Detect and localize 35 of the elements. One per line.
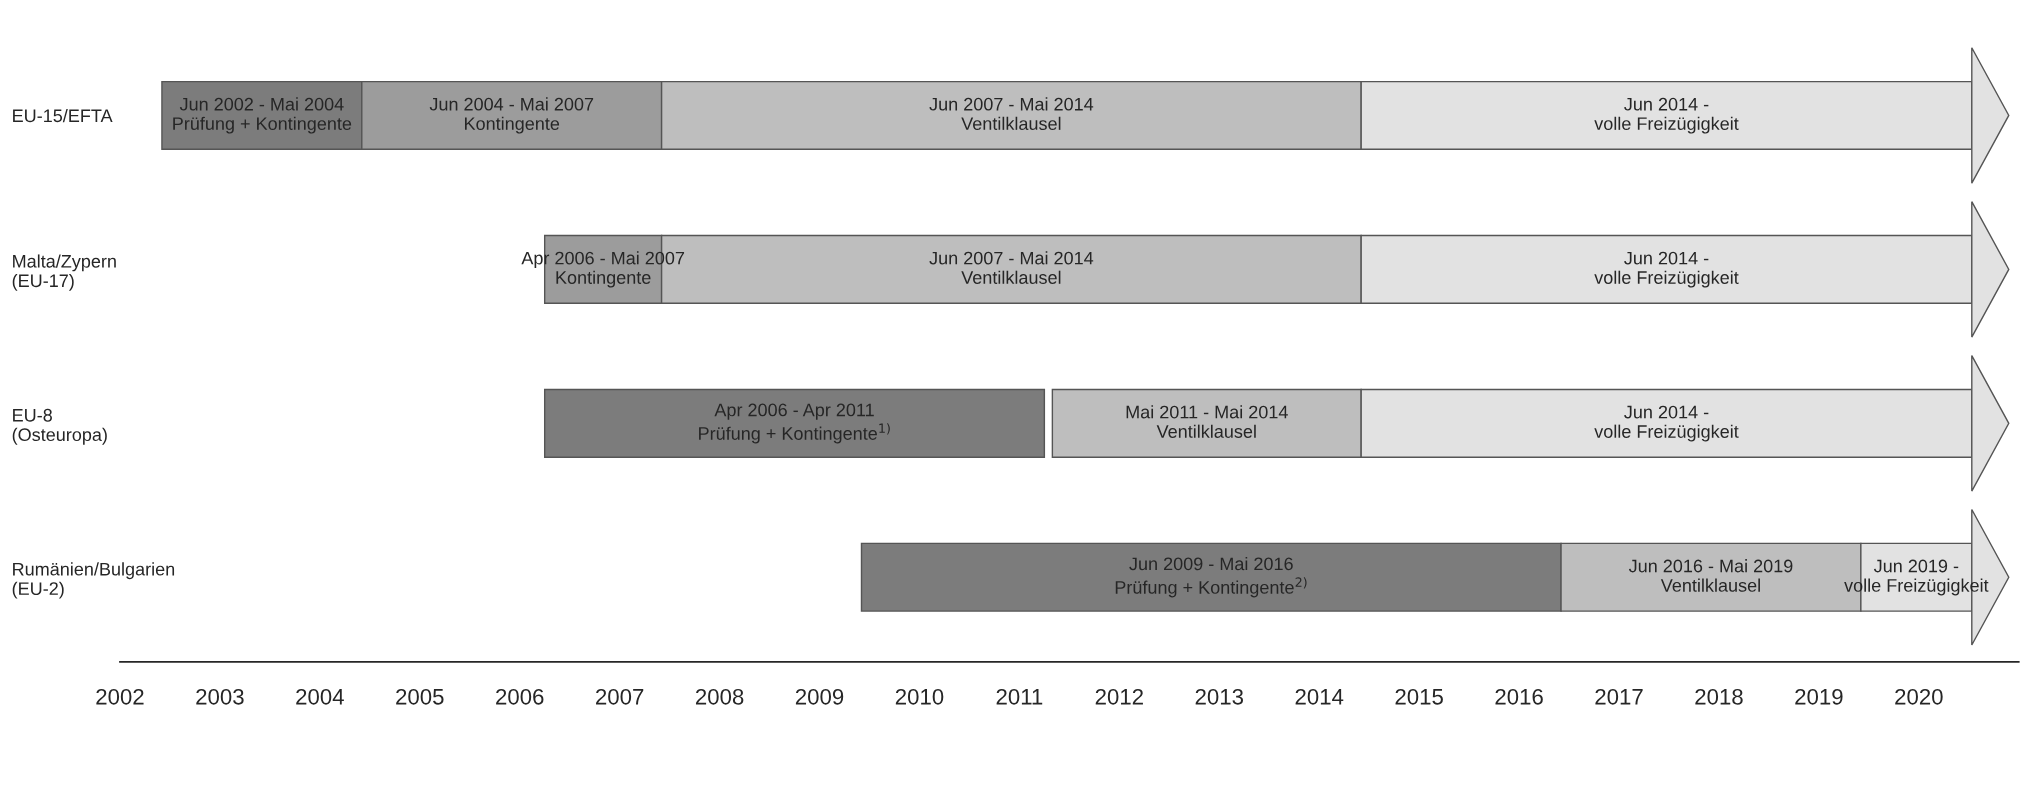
- x-tick-label: 2019: [1795, 688, 1843, 705]
- data-label: Jun 2014 - volle Freizügigkeit: [1594, 251, 1739, 288]
- x-tick-label: 2013: [1195, 688, 1244, 705]
- x-tick-label: 2014: [1295, 688, 1344, 705]
- x-tick-label: 2016: [1495, 688, 1543, 705]
- y-tick-label: Malta/Zypern (EU-17): [12, 254, 116, 291]
- x-tick-label: 2004: [296, 688, 344, 705]
- x-tick-label: 2002: [96, 688, 144, 705]
- data-label: Jun 2016 - Mai 2019 Ventilklausel: [1628, 559, 1793, 592]
- data-label: Jun 2004 - Mai 2007 Kontingente: [429, 97, 594, 134]
- x-tick-label: 2003: [196, 688, 244, 705]
- data-label: Jun 2002 - Mai 2004 Prüfung + Kontingente: [173, 97, 352, 134]
- x-tick-label: 2011: [996, 688, 1043, 705]
- data-label: Jun 2009 - Mai 2016 Prüfung + Kontingente$^{2)}$: [1115, 556, 1307, 598]
- x-tick-label: 2006: [496, 688, 544, 705]
- x-tick-label: 2010: [895, 688, 944, 705]
- x-tick-label: 2012: [1095, 688, 1143, 705]
- data-label: Apr 2006 - Apr 2011 Prüfung + Kontingente$^{1)}$: [699, 403, 890, 444]
- data-label: Jun 2014 - volle Freizügigkeit: [1594, 405, 1739, 442]
- data-label: Mai 2011 - Mai 2014 Ventilklausel: [1126, 405, 1288, 438]
- x-tick-label: 2015: [1395, 688, 1443, 705]
- x-tick-label: 2008: [695, 688, 744, 705]
- x-tick-label: 2017: [1595, 688, 1643, 705]
- y-tick-label: EU-8 (Osteuropa): [12, 408, 107, 445]
- x-tick-label: 2007: [596, 688, 644, 705]
- y-tick-label: Rumänien/Bulgarien (EU-2): [12, 562, 175, 599]
- x-tick-label: 2009: [795, 688, 844, 705]
- y-tick-label: EU-15/EFTA: [13, 108, 113, 123]
- bar: [543, 388, 1046, 458]
- data-label: Jun 2014 - volle Freizügigkeit: [1594, 97, 1739, 134]
- x-tick-label: 2020: [1895, 688, 1943, 705]
- data-label: Jun 2007 - Mai 2014 Ventilklausel: [929, 251, 1094, 284]
- data-label: Jun 2007 - Mai 2014 Ventilklausel: [929, 97, 1094, 131]
- x-tick-label: 2005: [396, 688, 444, 705]
- x-tick-label: 2018: [1695, 688, 1743, 705]
